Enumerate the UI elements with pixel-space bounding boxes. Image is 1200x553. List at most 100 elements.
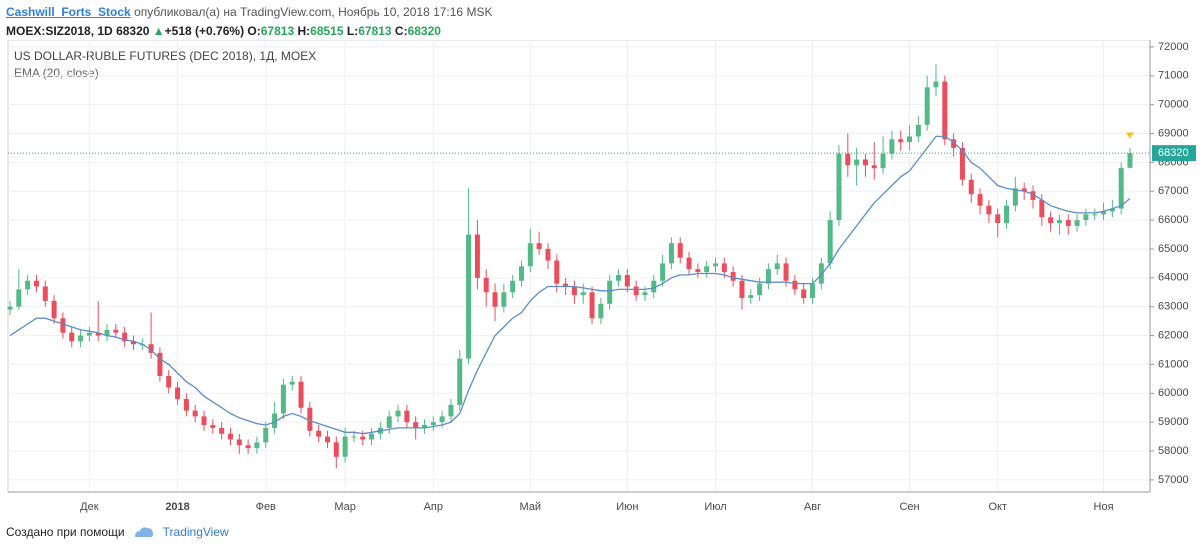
chart: US DOLLAR-RUBLE FUTURES (DEC 2018), 1Д, … (7, 40, 1196, 513)
candle-body (33, 280, 39, 287)
candle-body (457, 358, 463, 405)
candle-body (175, 387, 181, 400)
x-tick-label: Фев (256, 501, 276, 513)
ohlc-label: L: (346, 24, 359, 38)
candle-body (307, 407, 313, 431)
y-tick-label: 64000 (1158, 272, 1189, 284)
candle-body (642, 292, 648, 296)
candle-body (1012, 188, 1018, 206)
header: Cashwill_Forts_Stock опубликовал(а) на T… (6, 3, 492, 41)
candle-body (933, 81, 939, 88)
x-tick-label: Авг (804, 501, 821, 513)
y-tick-label: 58000 (1158, 445, 1189, 457)
ohlc-value: 68320 (407, 24, 441, 38)
chart-title: US DOLLAR-RUBLE FUTURES (DEC 2018), 1Д, … (14, 49, 316, 63)
candle-body (86, 332, 92, 336)
footer-text: Создано при помощи (6, 525, 125, 539)
x-tick-label: Мар (334, 501, 356, 513)
candle-body (130, 341, 136, 345)
candle-body (959, 147, 965, 180)
candle-body (413, 422, 419, 428)
x-tick-label: Июн (616, 501, 638, 513)
y-tick-label: 63000 (1158, 301, 1189, 313)
y-tick-label: 69000 (1158, 127, 1189, 139)
indicator-label: EMA (20, close) (14, 66, 99, 80)
candle-body (977, 194, 983, 206)
candle-body (298, 381, 304, 408)
candle-body (386, 416, 392, 428)
candle-body (651, 280, 657, 293)
candle-body (1048, 217, 1054, 223)
candle-body (862, 159, 868, 166)
candle-body (951, 139, 957, 148)
candle-body (836, 153, 842, 221)
candle-body (466, 234, 472, 359)
candle-body (607, 280, 613, 304)
candle-body (1109, 208, 1115, 212)
footer: Создано при помощи TradingView (6, 525, 229, 539)
candle-body (42, 286, 48, 301)
x-tick-label: Апр (424, 501, 443, 513)
candle-body (748, 295, 754, 299)
brand[interactable]: TradingView (162, 525, 229, 539)
candle-body (518, 266, 524, 281)
ohlc-value: 67813 (358, 24, 392, 38)
symbol: MOEX:SIZ2018, 1D (6, 24, 113, 38)
candle-body (492, 292, 498, 307)
up-arrow: ▲ (152, 24, 165, 38)
candle-body (342, 436, 348, 457)
candle-body (554, 260, 560, 284)
candle-body (898, 139, 904, 143)
candle-body (624, 274, 630, 287)
last-price: 68320 (116, 24, 150, 38)
candle-body (395, 410, 401, 417)
candle-body (333, 442, 339, 457)
candle-body (7, 306, 13, 310)
y-tick-label: 67000 (1158, 185, 1189, 197)
candle-body (448, 404, 454, 417)
candle-body (668, 243, 674, 264)
candle-body (104, 329, 110, 336)
candle-body (245, 445, 251, 449)
candle-body (219, 427, 225, 434)
y-tick-label: 66000 (1158, 214, 1189, 226)
candle-body (157, 352, 163, 376)
candle-body (16, 289, 22, 307)
candle-body (227, 433, 233, 440)
candle-body (1118, 168, 1124, 209)
candle-body (968, 179, 974, 195)
candle-body (192, 410, 198, 417)
change: +518 (+0.76%) (164, 24, 245, 38)
candle-body (1004, 205, 1010, 223)
candle-body (757, 283, 763, 296)
candle-body (924, 87, 930, 125)
x-tick-label: Июл (704, 501, 726, 513)
candle-body (713, 263, 719, 267)
candle-body (774, 263, 780, 270)
candle-body (439, 416, 445, 423)
candle-body (871, 165, 877, 169)
candle-body (1065, 220, 1071, 226)
candle-body (501, 292, 507, 307)
candle-body (421, 425, 427, 428)
signal-marker (1126, 132, 1134, 139)
candle-body (942, 81, 948, 140)
y-tick-label: 65000 (1158, 243, 1189, 255)
price-label: 68320 (1158, 147, 1189, 159)
y-tick-label: 72000 (1158, 41, 1189, 53)
candle-body (845, 153, 851, 166)
candle-body (827, 220, 833, 264)
header-line: Cashwill_Forts_Stock опубликовал(а) на T… (6, 3, 492, 22)
author-link[interactable]: Cashwill_Forts_Stock (6, 5, 131, 19)
y-tick-label: 59000 (1158, 416, 1189, 428)
y-tick-label: 71000 (1158, 70, 1189, 82)
candle-body (263, 427, 269, 443)
candle-body (1074, 220, 1080, 226)
candle-body (801, 289, 807, 299)
candle-body (25, 280, 31, 290)
candle-body (907, 136, 913, 143)
candle-body (1056, 220, 1062, 223)
candle-body (69, 332, 75, 342)
candle-body (404, 410, 410, 423)
